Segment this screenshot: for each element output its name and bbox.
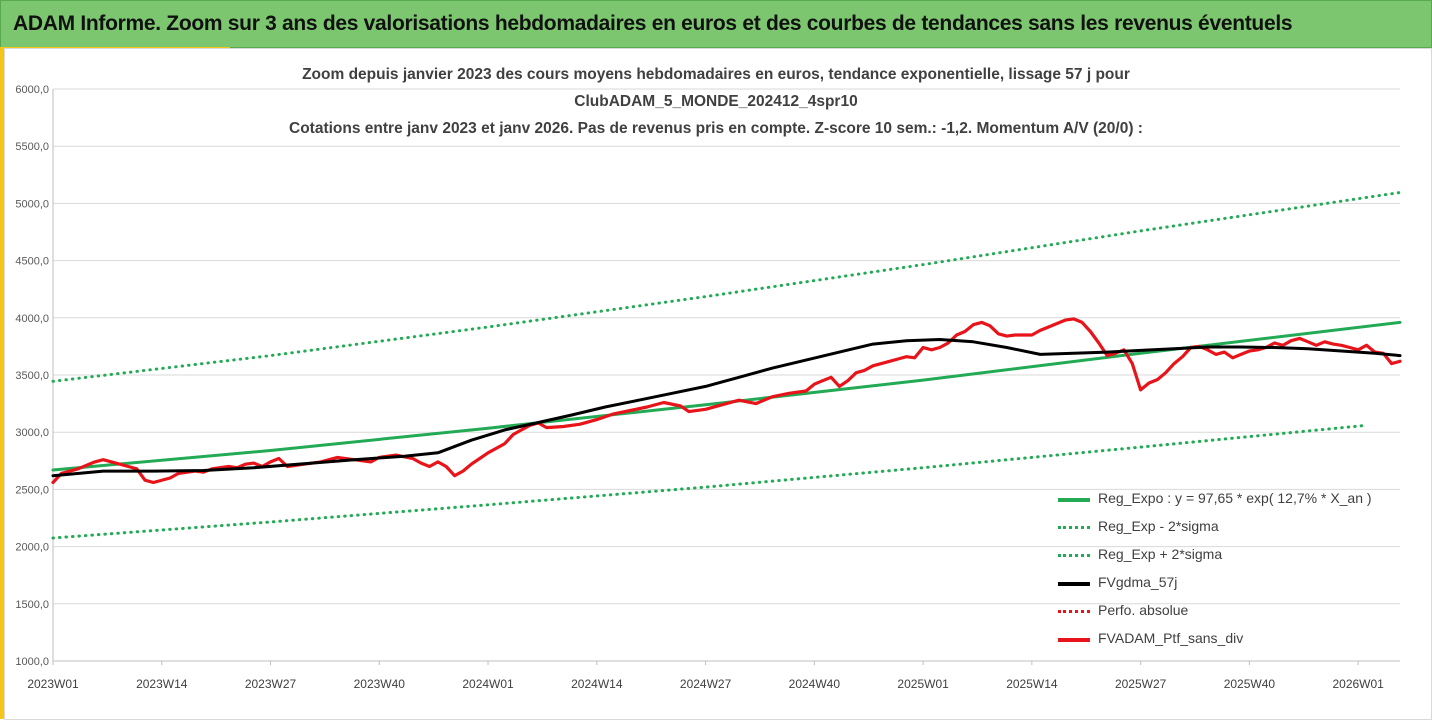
legend-item-reg-expo: Reg_Expo : y = 97,65 * exp( 12,7% * X_an… (1058, 488, 1398, 508)
report-banner: ADAM Informe. Zoom sur 3 ans des valoris… (0, 0, 1432, 48)
legend-swatch-solid-green (1058, 498, 1090, 502)
legend-item-reg-exp-plus: Reg_Exp + 2*sigma (1058, 544, 1398, 564)
legend-item-fvgdma: FVgdma_57j (1058, 572, 1398, 592)
legend-swatch-solid-red (1058, 638, 1090, 642)
legend-swatch-solid-black (1058, 582, 1090, 586)
legend-label: Perfo. absolue (1098, 602, 1189, 618)
legend-item-fvadam-ptf: FVADAM_Ptf_sans_div (1058, 628, 1398, 648)
legend-swatch-dotted-green (1058, 526, 1090, 529)
legend-label: Reg_Exp + 2*sigma (1098, 546, 1223, 562)
report-title: ADAM Informe. Zoom sur 3 ans des valoris… (13, 12, 1293, 35)
legend-label: Reg_Expo : y = 97,65 * exp( 12,7% * X_an… (1098, 490, 1372, 506)
legend-item-perfo-absolue: Perfo. absolue (1058, 600, 1398, 620)
legend-swatch-dotted-green (1058, 554, 1090, 557)
chart-title-line-2: ClubADAM_5_MONDE_202412_4spr10 (574, 93, 858, 110)
legend-label: Reg_Exp - 2*sigma (1098, 518, 1219, 534)
accent-bar-left (0, 47, 5, 719)
legend-label: FVgdma_57j (1098, 574, 1178, 590)
chart-title-line-3: Cotations entre janv 2023 et janv 2026. … (289, 120, 1143, 137)
legend-swatch-dotted-red (1058, 610, 1090, 613)
legend-item-reg-exp-minus: Reg_Exp - 2*sigma (1058, 516, 1398, 536)
chart-title-line-1: Zoom depuis janvier 2023 des cours moyen… (302, 66, 1130, 83)
legend-label: FVADAM_Ptf_sans_div (1098, 630, 1244, 646)
